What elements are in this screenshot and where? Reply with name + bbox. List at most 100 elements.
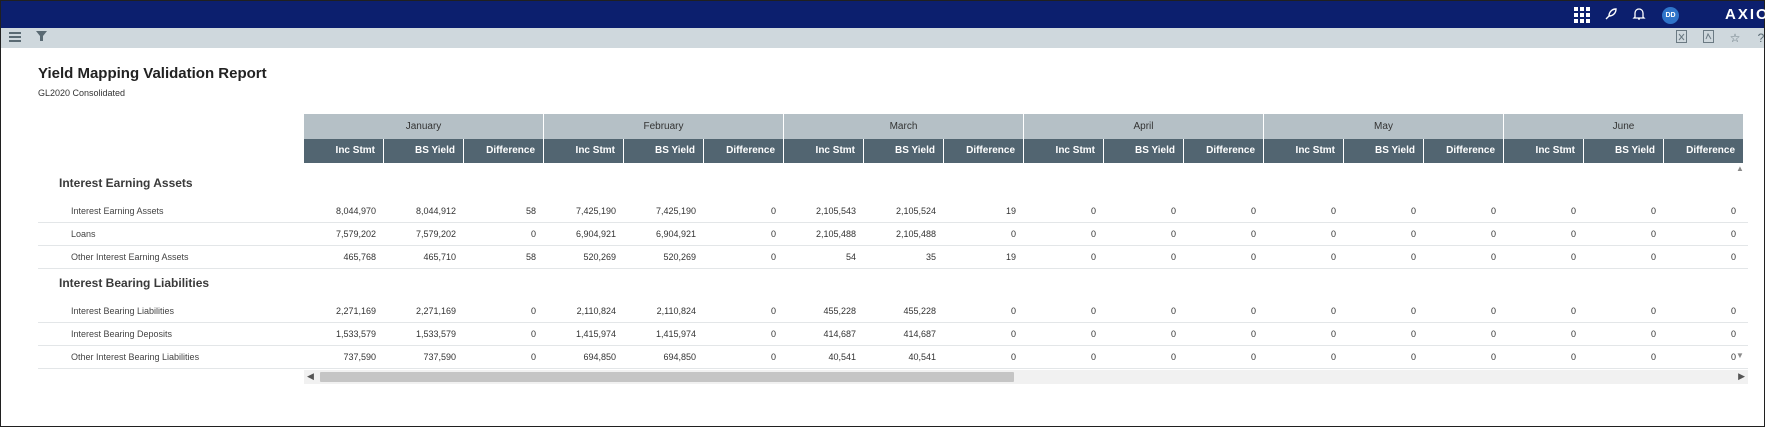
table-cell: 0 <box>1330 252 1336 262</box>
table-cell: 694,850 <box>583 352 616 362</box>
table-cell: 0 <box>1650 206 1656 216</box>
column-header-row: Inc Stmt BS Yield Values Difference Inc Stm… <box>304 139 1744 180</box>
table-cell: 0 <box>1330 306 1336 316</box>
table-cell: 2,271,169 <box>415 306 456 316</box>
table-row[interactable]: Loans 7,579,202 7,579,202 0 6,904,921 6,904,9… <box>38 223 1748 246</box>
table-cell: 0 <box>1570 329 1576 339</box>
table-cell: 0 <box>1490 329 1496 339</box>
table-cell: 465,710 <box>423 252 456 262</box>
bell-icon[interactable] <box>1631 7 1647 23</box>
table-cell: 465,768 <box>343 252 376 262</box>
column-header[interactable]: BS Yield Values <box>624 139 704 180</box>
user-avatar[interactable]: DD <box>1662 7 1679 24</box>
table-cell: 0 <box>1490 252 1496 262</box>
help-icon[interactable]: ? <box>1757 31 1765 45</box>
table-cell: 520,269 <box>583 252 616 262</box>
month-header: March <box>784 114 1024 139</box>
column-header[interactable]: BS Yield Values <box>1104 139 1184 180</box>
table-cell: 19 <box>1005 252 1016 262</box>
table-cell: 0 <box>1650 306 1656 316</box>
table-row[interactable]: Interest Bearing Deposits 1,533,579 1,533,… <box>38 323 1748 346</box>
table-cell: 0 <box>1170 306 1176 316</box>
table-row[interactable]: Interest Bearing Liabilities 2,271,169 2,2… <box>38 300 1748 323</box>
table-cell: 0 <box>1250 252 1256 262</box>
vertical-scrollbar[interactable]: ▲ ▼ <box>1735 164 1747 360</box>
table-cell: 0 <box>1410 252 1416 262</box>
table-cell: 0 <box>1570 229 1576 239</box>
table-cell: 0 <box>1090 329 1096 339</box>
table-cell: 0 <box>1010 352 1016 362</box>
month-header: April <box>1024 114 1264 139</box>
table-body: Interest Earning Assets Interest Earning … <box>38 169 1748 369</box>
group-header: Interest Earning Assets <box>38 169 1748 200</box>
column-header[interactable]: Inc Stmt <box>1264 139 1344 163</box>
menu-icon[interactable] <box>7 30 23 46</box>
table-cell: 0 <box>1650 329 1656 339</box>
table-cell: 58 <box>525 206 536 216</box>
table-cell: 0 <box>1730 329 1736 339</box>
group-header: Interest Bearing Liabilities <box>38 269 1748 300</box>
scroll-down-icon[interactable]: ▼ <box>1736 351 1744 360</box>
table-cell: 0 <box>1570 252 1576 262</box>
export-excel-icon[interactable] <box>1673 30 1689 46</box>
column-header[interactable]: BS Yield Values <box>1584 139 1664 180</box>
scrollbar-thumb[interactable] <box>320 372 1014 382</box>
table-cell: 1,533,579 <box>415 329 456 339</box>
table-cell: 455,228 <box>823 306 856 316</box>
row-label: Other Interest Earning Assets <box>71 252 189 262</box>
scroll-left-icon[interactable]: ◀ <box>307 371 314 381</box>
table-cell: 0 <box>770 329 776 339</box>
table-cell: 0 <box>1490 229 1496 239</box>
table-cell: 0 <box>1330 206 1336 216</box>
column-header[interactable]: Inc Stmt <box>1504 139 1584 163</box>
scroll-up-icon[interactable]: ▲ <box>1736 164 1744 173</box>
column-header[interactable]: Inc Stmt <box>544 139 624 163</box>
table-row[interactable]: Interest Earning Assets 8,044,970 8,044,91… <box>38 200 1748 223</box>
table-row[interactable]: Other Interest Bearing Liabilities 737,59… <box>38 346 1748 369</box>
table-cell: 0 <box>1730 229 1736 239</box>
table-cell: 0 <box>770 306 776 316</box>
table-cell: 0 <box>1170 352 1176 362</box>
table-cell: 0 <box>1650 229 1656 239</box>
column-header[interactable]: Difference <box>1424 139 1504 163</box>
table-cell: 0 <box>530 229 536 239</box>
column-header[interactable]: Difference <box>944 139 1024 163</box>
horizontal-scrollbar[interactable]: ◀ ▶ <box>304 370 1748 384</box>
apps-grid-icon[interactable] <box>1574 7 1590 23</box>
table-cell: 0 <box>1730 306 1736 316</box>
table-cell: 2,105,524 <box>895 206 936 216</box>
table-cell: 6,904,921 <box>575 229 616 239</box>
table-cell: 7,579,202 <box>335 229 376 239</box>
favorite-star-icon[interactable]: ☆ <box>1729 31 1741 45</box>
column-header[interactable]: Inc Stmt <box>1024 139 1104 163</box>
table-cell: 0 <box>1570 306 1576 316</box>
table-row[interactable]: Other Interest Earning Assets 465,768 465,… <box>38 246 1748 269</box>
export-pdf-icon[interactable] <box>1700 30 1716 46</box>
column-header[interactable]: Inc Stmt <box>304 139 384 163</box>
rocket-icon[interactable] <box>1603 7 1619 23</box>
table-cell: 0 <box>1730 206 1736 216</box>
column-header[interactable]: Difference <box>704 139 784 163</box>
table-cell: 0 <box>1010 306 1016 316</box>
table-cell: 7,425,190 <box>655 206 696 216</box>
table-cell: 0 <box>530 352 536 362</box>
table-cell: 8,044,912 <box>415 206 456 216</box>
scroll-right-icon[interactable]: ▶ <box>1738 371 1745 381</box>
filter-icon[interactable] <box>33 30 49 46</box>
column-header[interactable]: Difference <box>1664 139 1744 163</box>
table-cell: 0 <box>1250 306 1256 316</box>
table-cell: 520,269 <box>663 252 696 262</box>
table-cell: 0 <box>1170 329 1176 339</box>
table-cell: 0 <box>770 352 776 362</box>
table-cell: 0 <box>1090 252 1096 262</box>
table-cell: 1,415,974 <box>575 329 616 339</box>
column-header[interactable]: BS Yield Values <box>384 139 464 180</box>
table-cell: 0 <box>1090 206 1096 216</box>
table-cell: 414,687 <box>823 329 856 339</box>
column-header[interactable]: Inc Stmt <box>784 139 864 163</box>
column-header[interactable]: BS Yield Values <box>1344 139 1424 180</box>
column-header[interactable]: BS Yield Values <box>864 139 944 180</box>
column-header[interactable]: Difference <box>1184 139 1264 163</box>
table-cell: 2,105,488 <box>815 229 856 239</box>
column-header[interactable]: Difference <box>464 139 544 163</box>
